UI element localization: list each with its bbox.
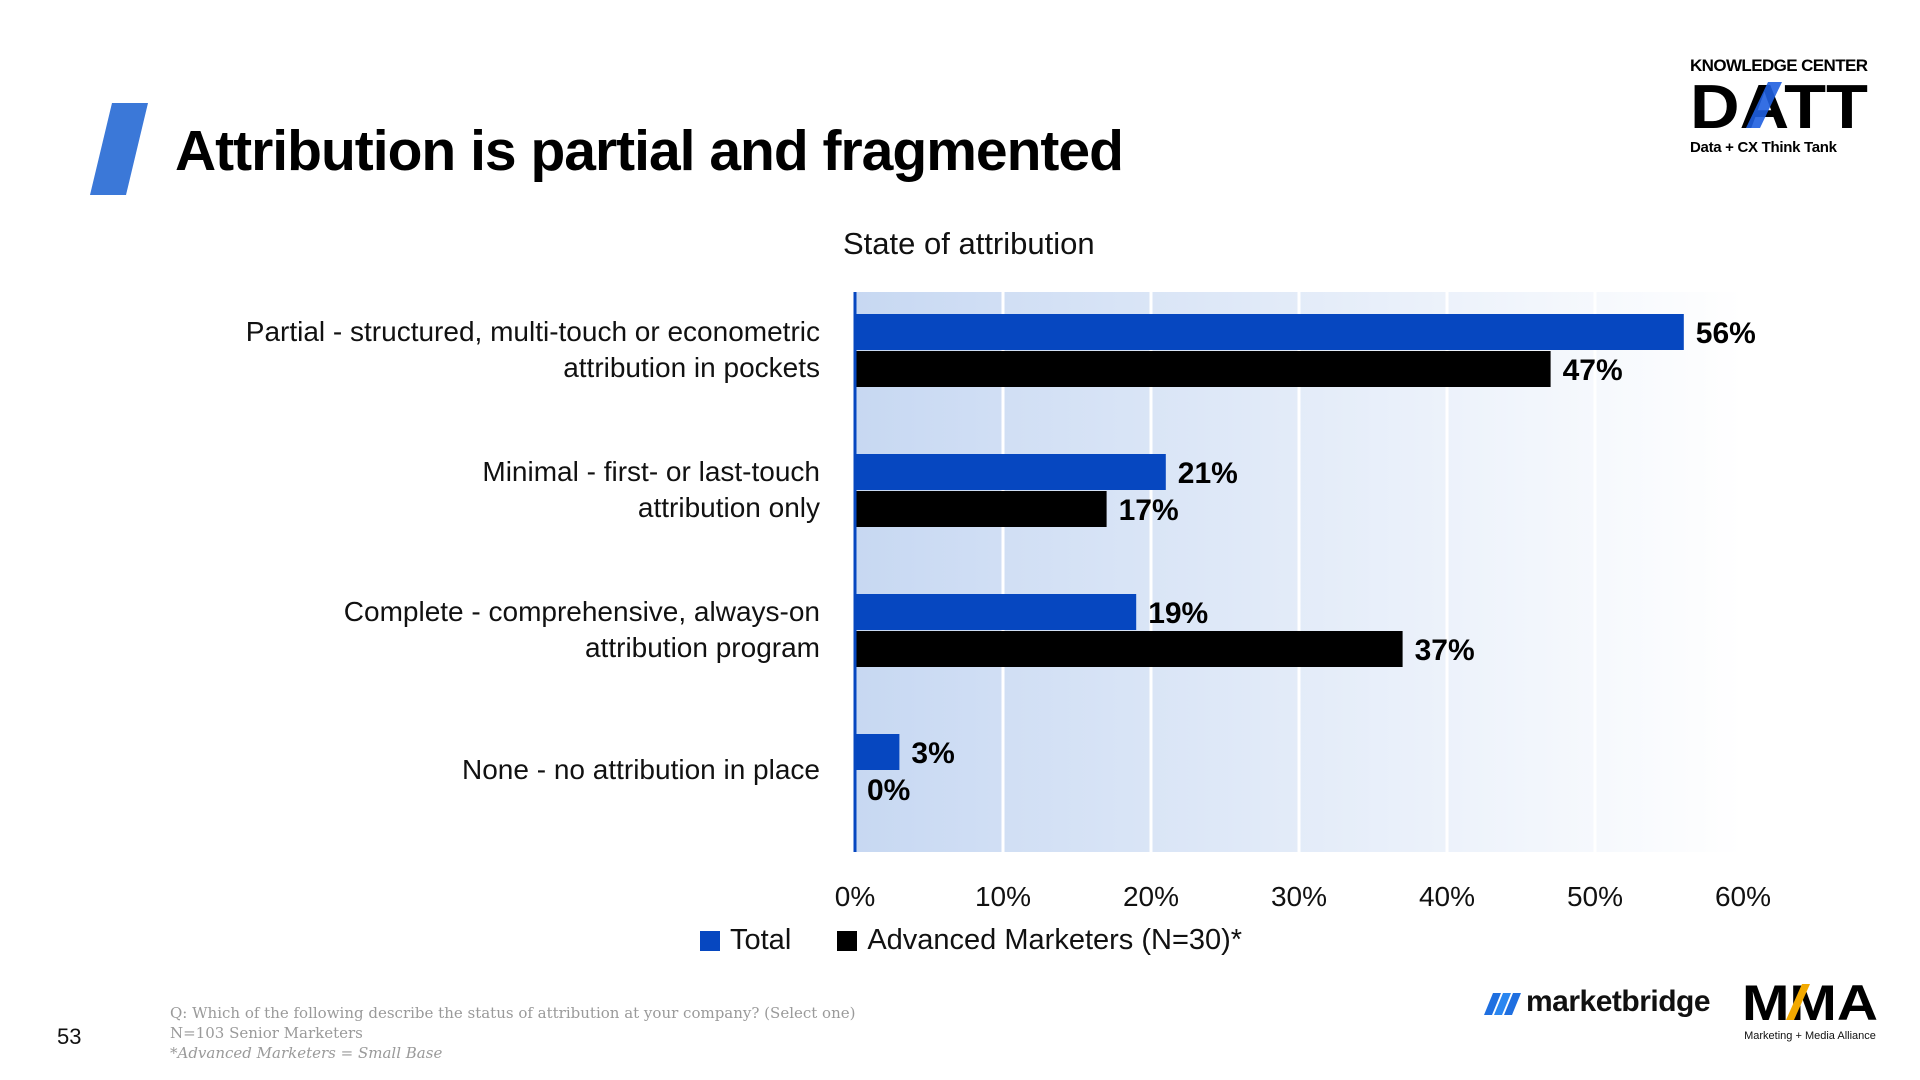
marketbridge-logo: marketbridge	[1484, 985, 1711, 1019]
page-number: 53	[57, 1024, 82, 1049]
category-label-line: attribution in pockets	[563, 352, 820, 383]
bar-value-label: 56%	[1696, 317, 1756, 350]
legend-label-advanced: Advanced Marketers (N=30)*	[867, 924, 1243, 956]
bar-advanced	[855, 491, 1107, 527]
category-label-line: None - no attribution in place	[462, 754, 820, 785]
survey-question: Q: Which of the following describe the s…	[170, 1004, 856, 1022]
mma-logo: MMA Marketing + Media Alliance	[1735, 975, 1885, 1042]
x-tick-label: 30%	[1271, 881, 1327, 912]
datt-logo-top-text: KNOWLEDGE CENTER	[1690, 56, 1868, 75]
category-label: Complete - comprehensive, always-on attri…	[200, 594, 820, 666]
mma-wordmark: MMA	[1742, 975, 1878, 1031]
category-label: Minimal - first- or last-touch attributio…	[200, 454, 820, 526]
bar-advanced	[855, 631, 1403, 667]
x-tick-label: 60%	[1715, 881, 1771, 912]
category-label-line: attribution only	[637, 492, 820, 523]
legend-item-advanced: Advanced Marketers (N=30)*	[837, 924, 1242, 957]
bar-value-label: 47%	[1563, 354, 1623, 387]
chart-legend: Total Advanced Marketers (N=30)*	[700, 924, 1280, 959]
bar-value-label: 3%	[911, 737, 954, 770]
mma-wordmark-text: MMA	[1742, 978, 1878, 1024]
category-label-line: attribution program	[584, 632, 820, 663]
datt-logo: KNOWLEDGE CENTER DATT Data + CX Think Ta…	[1690, 56, 1890, 156]
x-tick-label: 20%	[1123, 881, 1179, 912]
bar-total	[855, 594, 1137, 630]
bar-value-label: 37%	[1415, 634, 1475, 667]
datt-wordmark: DATT	[1690, 73, 1868, 142]
survey-note: *Advanced Marketers = Small Base	[170, 1044, 443, 1062]
category-label-line: Complete - comprehensive, always-on	[343, 596, 820, 627]
x-tick-label: 10%	[975, 881, 1031, 912]
page-title: Attribution is partial and fragmented	[175, 119, 1124, 183]
bar-total	[855, 734, 900, 770]
marketbridge-m-icon	[1484, 993, 1521, 1015]
category-label: None - no attribution in place	[200, 752, 820, 788]
legend-item-total: Total	[700, 924, 791, 957]
legend-label-total: Total	[730, 924, 792, 956]
category-label-line: Minimal - first- or last-touch	[482, 456, 820, 487]
bar-value-label: 19%	[1148, 597, 1208, 630]
bar-value-label: 21%	[1178, 457, 1238, 490]
survey-footnote: Q: Which of the following describe the s…	[170, 1003, 855, 1063]
mma-subtitle: Marketing + Media Alliance	[1744, 1030, 1876, 1042]
x-tick-label: 50%	[1567, 881, 1623, 912]
title-accent-slash	[90, 103, 148, 195]
bar-value-label: 0%	[867, 774, 910, 807]
x-tick-label: 40%	[1419, 881, 1475, 912]
datt-logo-subtitle: Data + CX Think Tank	[1690, 139, 1837, 156]
bar-total	[855, 314, 1684, 350]
bar-value-label: 17%	[1119, 494, 1179, 527]
legend-swatch-advanced	[837, 930, 858, 951]
bar-advanced	[855, 351, 1551, 387]
marketbridge-wordmark: marketbridge	[1526, 985, 1711, 1018]
x-tick-label: 0%	[835, 881, 875, 912]
legend-swatch-total	[700, 930, 720, 951]
category-label-line: Partial - structured, multi-touch or eco…	[245, 316, 820, 347]
bar-total	[855, 454, 1166, 490]
category-label: Partial - structured, multi-touch or eco…	[200, 314, 820, 386]
survey-base: N=103 Senior Marketers	[170, 1024, 363, 1042]
chart-title: State of attribution	[843, 226, 1095, 261]
